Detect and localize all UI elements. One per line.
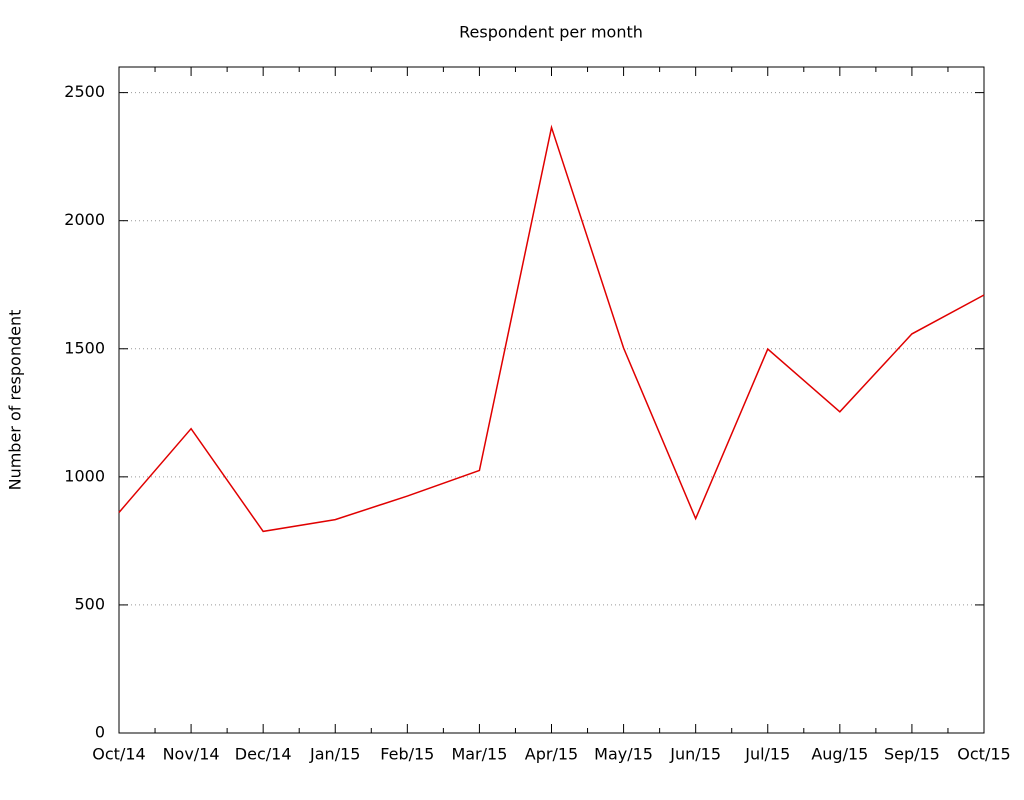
x-tick-label: Oct/15 (957, 745, 1010, 764)
plot-frame (118, 66, 985, 734)
y-tick-label: 500 (74, 594, 105, 613)
x-tick-label: May/15 (594, 745, 653, 764)
x-tick-label: Jan/15 (309, 745, 360, 764)
chart-title: Respondent per month (459, 23, 643, 42)
x-tick-label: Feb/15 (380, 745, 434, 764)
x-tick-label: Aug/15 (811, 745, 868, 764)
x-tick-label: Sep/15 (884, 745, 940, 764)
x-tick-label: Dec/14 (235, 745, 292, 764)
x-tick-label: Jun/15 (669, 745, 721, 764)
y-tick-label: 1000 (64, 466, 105, 485)
y-tick-label: 2500 (64, 82, 105, 101)
x-tick-label: Apr/15 (525, 745, 578, 764)
x-tick-label: Oct/14 (92, 745, 145, 764)
x-tick-label: Nov/14 (163, 745, 220, 764)
x-tick-label: Mar/15 (451, 745, 507, 764)
y-tick-label: 0 (95, 723, 105, 742)
line (118, 124, 985, 533)
y-axis-label: Number of respondent (6, 310, 25, 491)
y-tick-label: 2000 (64, 210, 105, 229)
y-tick-label: 1500 (64, 338, 105, 357)
x-tick-label: Jul/15 (744, 745, 790, 764)
